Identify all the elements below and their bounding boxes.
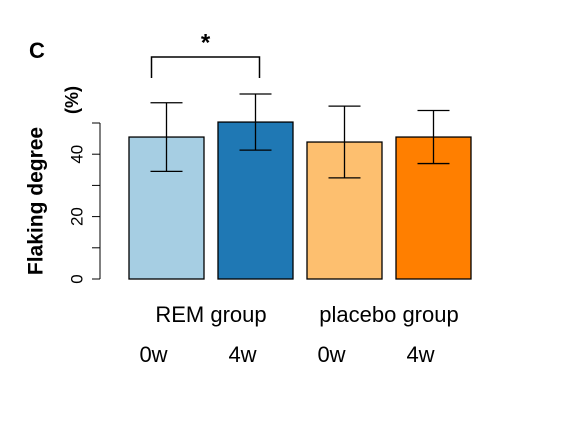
error-bar <box>150 102 183 173</box>
x-tick-label: 4w <box>228 342 256 367</box>
error-bar <box>328 105 361 179</box>
error-bar <box>239 93 272 151</box>
significance-bracket <box>150 56 261 78</box>
y-axis-label: Flaking degree <box>25 127 48 275</box>
y-tick-label: 0 <box>67 274 86 283</box>
y-tick-label: 40 <box>67 145 86 164</box>
group-label: placebo group <box>319 302 458 327</box>
x-tick-label: 0w <box>139 342 167 367</box>
panel-label: C <box>29 38 45 63</box>
significance-label: * <box>201 29 211 56</box>
x-tick-label: 0w <box>317 342 345 367</box>
y-tick-label: 20 <box>67 207 86 226</box>
group-label: REM group <box>155 302 266 327</box>
error-bar <box>417 109 450 165</box>
x-tick-label: 4w <box>406 342 434 367</box>
y-axis-unit: (%) <box>62 86 82 114</box>
